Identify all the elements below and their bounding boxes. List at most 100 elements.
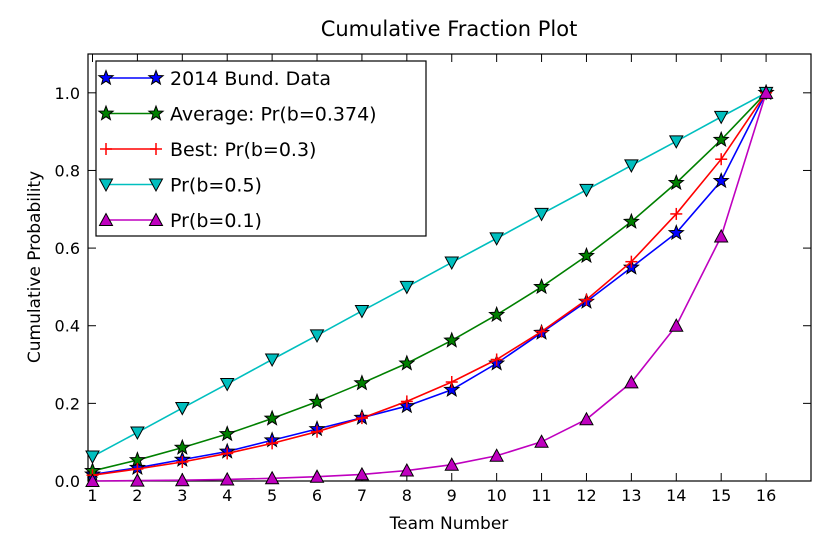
x-tick-label: 4	[222, 486, 232, 505]
data-point	[219, 377, 235, 392]
legend-marker	[98, 178, 114, 193]
y-tick-label: 0.8	[55, 161, 80, 180]
data-point	[354, 466, 370, 481]
x-tick-label: 1	[87, 486, 97, 505]
y-tick-label: 0.2	[55, 394, 80, 413]
x-axis-ticks: 1 2 3 4 5 6 7 8 9 10 11 12 13 14 15 16	[87, 54, 776, 505]
data-point	[85, 450, 100, 465]
data-point	[625, 255, 638, 268]
x-axis-label: Team Number	[389, 514, 509, 534]
x-tick-label: 2	[132, 486, 142, 505]
x-tick-label: 13	[621, 486, 641, 505]
y-axis-ticks: 0.0 0.2 0.4 0.6 0.8 1.0	[55, 84, 811, 491]
data-point	[667, 173, 685, 191]
x-tick-label: 14	[666, 486, 686, 505]
x-tick-label: 9	[447, 486, 457, 505]
data-point	[445, 376, 458, 389]
x-tick-label: 16	[756, 486, 776, 505]
data-point	[533, 277, 551, 295]
data-point	[311, 425, 324, 438]
data-point	[173, 438, 191, 455]
data-point	[355, 412, 368, 425]
x-tick-label: 8	[402, 486, 412, 505]
data-point	[579, 183, 594, 198]
data-point	[443, 380, 461, 397]
data-point	[667, 224, 685, 241]
legend-entry: Best: Pr(b=0.3)	[100, 139, 316, 161]
data-point	[398, 354, 416, 371]
data-point	[264, 353, 280, 368]
legend-label: Average: Pr(b=0.374)	[170, 104, 377, 126]
y-tick-label: 1.0	[55, 84, 80, 103]
data-point	[131, 462, 144, 475]
series-line	[92, 92, 767, 482]
data-point	[174, 402, 190, 416]
data-point	[219, 471, 235, 486]
legend-marker	[97, 69, 115, 86]
data-point	[577, 246, 595, 264]
legend-marker	[98, 212, 114, 226]
x-tick-label: 15	[711, 486, 731, 505]
data-point	[712, 172, 730, 189]
legend-entry: Average: Pr(b=0.374)	[97, 104, 377, 126]
legend-marker	[147, 104, 165, 121]
legend-marker	[148, 212, 164, 226]
data-point	[715, 153, 728, 166]
legend-marker	[97, 104, 115, 121]
y-tick-label: 0.4	[55, 317, 80, 336]
data-point	[713, 110, 729, 125]
legend-entry: Pr(b=0.1)	[98, 210, 262, 232]
x-tick-label: 11	[531, 486, 551, 505]
data-point	[579, 411, 594, 426]
y-axis-label: Cumulative Probability	[25, 171, 45, 363]
legend-entry: 2014 Bund. Data	[97, 68, 331, 90]
series-2	[84, 83, 775, 479]
legend-marker	[150, 143, 162, 155]
data-point	[399, 280, 415, 295]
x-tick-label: 7	[357, 486, 367, 505]
legend-label: Pr(b=0.5)	[170, 175, 262, 197]
chart-title: Cumulative Fraction Plot	[321, 17, 578, 41]
data-point	[176, 455, 189, 468]
series-4	[85, 86, 774, 465]
y-tick-label: 0.6	[55, 239, 80, 258]
data-point	[444, 457, 460, 471]
x-tick-label: 10	[486, 486, 506, 505]
data-point	[309, 469, 325, 483]
data-point	[488, 305, 506, 323]
data-point	[624, 374, 639, 389]
data-point	[668, 135, 684, 149]
data-point	[353, 374, 371, 391]
data-point	[668, 318, 684, 332]
legend: 2014 Bund. Data Average: Pr(b=0.374) Best:…	[95, 60, 427, 237]
data-point	[670, 207, 683, 220]
data-point	[758, 85, 774, 99]
y-tick-label: 0.0	[55, 472, 80, 491]
series-line	[92, 92, 767, 472]
data-point	[308, 392, 326, 410]
data-point	[490, 353, 503, 366]
legend-label: 2014 Bund. Data	[170, 68, 331, 90]
series-line	[92, 92, 767, 458]
x-tick-label: 6	[312, 486, 322, 505]
legend-marker	[148, 178, 164, 193]
legend-marker	[100, 143, 112, 155]
data-point	[580, 293, 593, 306]
data-point	[264, 470, 280, 485]
legend-marker	[147, 69, 165, 86]
data-point	[624, 159, 639, 173]
series-line	[92, 92, 767, 476]
legend-entry: Pr(b=0.5)	[98, 175, 262, 197]
data-point	[85, 473, 100, 487]
data-point	[489, 232, 504, 246]
series-5	[85, 85, 774, 487]
data-point	[712, 130, 730, 148]
data-point	[263, 409, 281, 426]
series-layer	[84, 83, 775, 487]
data-point	[400, 395, 413, 408]
data-point	[535, 325, 548, 338]
data-point	[354, 304, 370, 319]
data-point	[399, 462, 415, 477]
data-point	[489, 448, 504, 462]
